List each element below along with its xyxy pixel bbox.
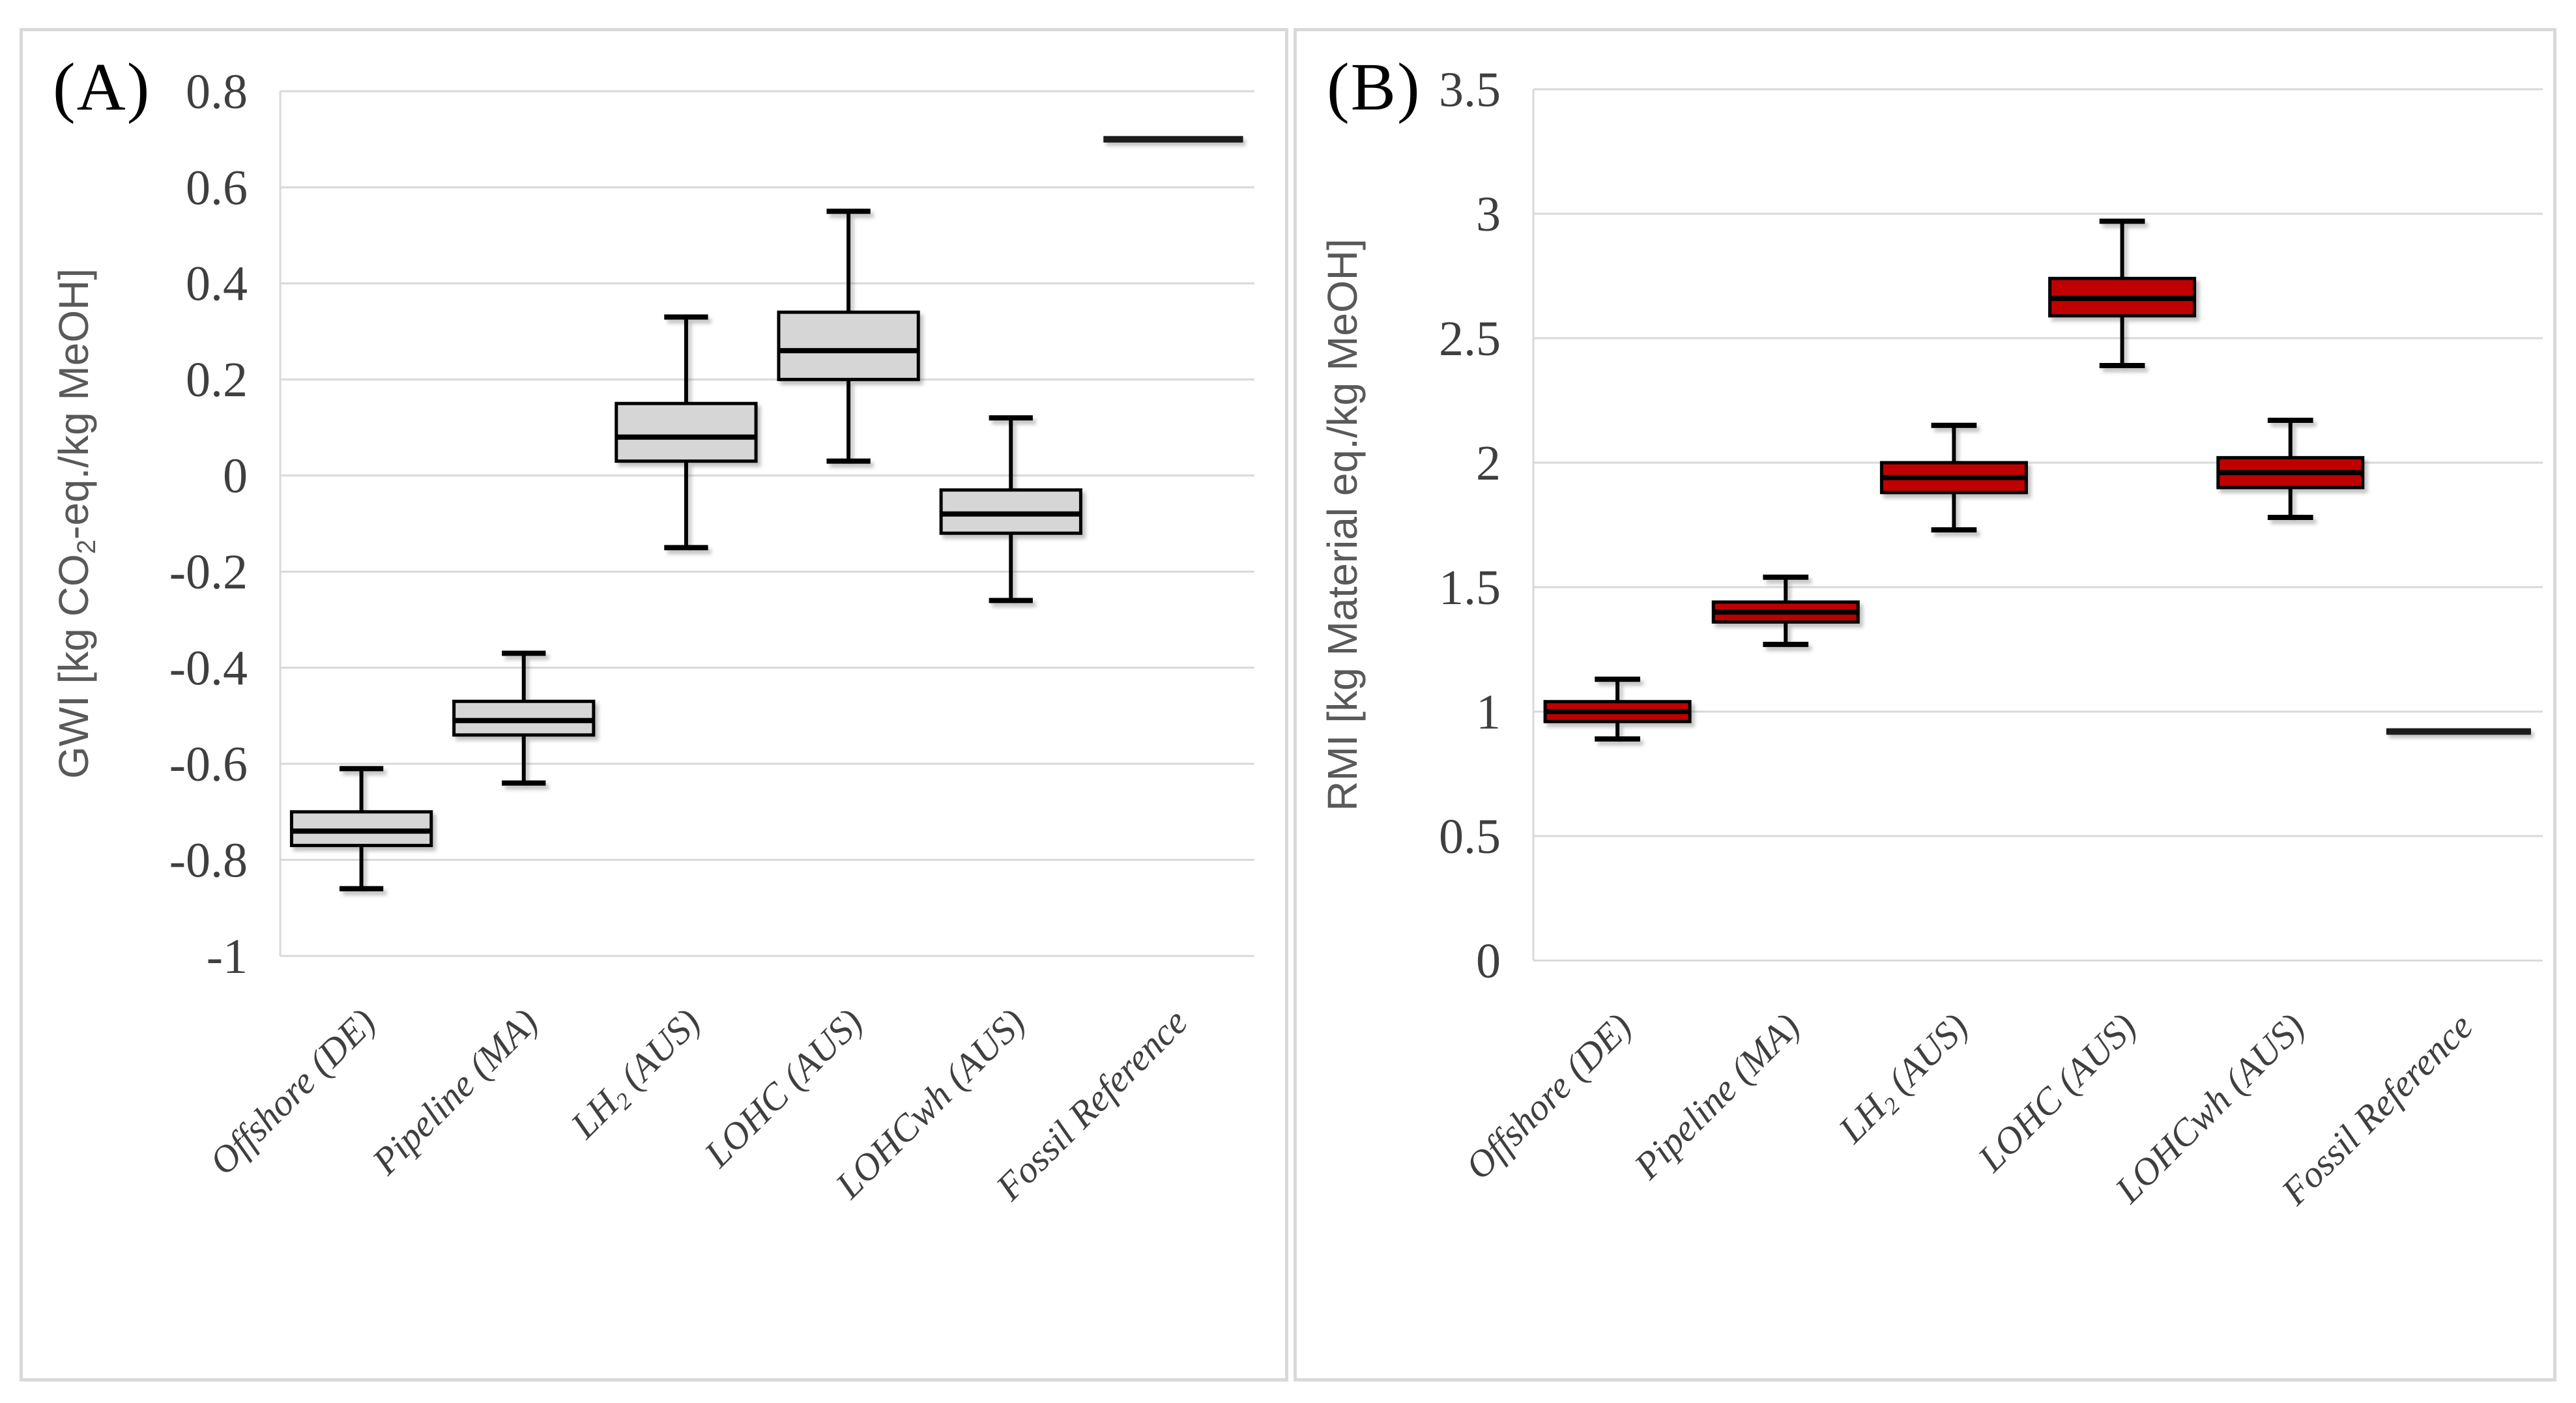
y-tick-label: 0.2 — [186, 353, 248, 407]
y-tick-label: 0.5 — [1439, 809, 1501, 864]
x-axis-label: LOHC (AUS) — [1969, 1005, 2145, 1180]
y-tick-label: 2.5 — [1439, 311, 1501, 366]
y-tick-label: 1 — [1476, 685, 1501, 740]
box-plot — [777, 209, 920, 464]
iqr-box — [615, 401, 758, 463]
x-axis-label: Pipeline (MA) — [364, 1000, 546, 1183]
box-plot — [2048, 218, 2197, 369]
box-plot — [939, 415, 1082, 603]
y-tick-label: 0.4 — [186, 257, 248, 311]
y-tick-label: 3.5 — [1439, 63, 1501, 117]
y-tick-label: -0.4 — [169, 641, 248, 696]
y-tick-label: 0.6 — [186, 160, 248, 215]
y-axis-title: RMI [kg Material eq./kg MeOH] — [1319, 239, 1366, 811]
y-tick-label: -0.2 — [169, 545, 248, 600]
y-axis-title: GWI [kg CO2-eq./kg MeOH] — [50, 268, 101, 779]
x-axis-label: LH2 (AUS) — [1830, 1005, 1978, 1153]
panel-B: (B) 3.5 3 2.5 2 1.5 1 0.5 0 RMI [kg Material eq.… — [1294, 28, 2556, 1381]
box-plot — [1711, 574, 1860, 647]
y-tick-label: -0.6 — [169, 737, 248, 792]
reference-line — [2386, 728, 2531, 735]
y-tick-label: -1 — [207, 929, 248, 984]
x-axis-label: LOHC (AUS) — [695, 1000, 871, 1176]
y-tick-label: 0 — [1476, 934, 1501, 989]
y-tick-label: 0 — [223, 449, 248, 504]
box-plot — [289, 766, 433, 891]
x-axis-label: Offshore (DE) — [201, 1000, 384, 1183]
panel-B-label: (B) — [1327, 50, 1421, 124]
panel-B-chart: 3.5 3 2.5 2 1.5 1 0.5 0 RMI [kg Material eq./kg … — [1319, 63, 2543, 1213]
reference-series — [1103, 136, 1243, 143]
panel-A-label: (A) — [53, 50, 151, 124]
y-tick-label: 0.8 — [186, 65, 248, 119]
box-plot — [452, 650, 596, 786]
box-plot — [1879, 422, 2028, 533]
x-axis-label: Pipeline (MA) — [1625, 1005, 1808, 1187]
box-plot — [1543, 676, 1692, 742]
x-axis-label: LH2 (AUS) — [562, 1000, 711, 1149]
iqr-box — [777, 310, 920, 381]
y-tick-label: 1.5 — [1439, 560, 1501, 615]
panel-A: (A) 0.8 0.6 0.4 0.2 0 -0.2 -0.4 -0.6 -0.8 -1 GWI [… — [20, 28, 1288, 1381]
reference-line — [1103, 136, 1243, 143]
box-plot — [2216, 418, 2365, 521]
y-tick-label: -0.8 — [169, 833, 248, 888]
panel-A-chart: 0.8 0.6 0.4 0.2 0 -0.2 -0.4 -0.6 -0.8 -1 GWI [kg C… — [50, 65, 1254, 1209]
y-tick-label: 3 — [1476, 187, 1501, 242]
x-axis-label: Offshore (DE) — [1457, 1005, 1640, 1187]
box-plot — [615, 314, 758, 551]
reference-series — [2386, 728, 2531, 735]
y-tick-label: 2 — [1476, 436, 1501, 491]
